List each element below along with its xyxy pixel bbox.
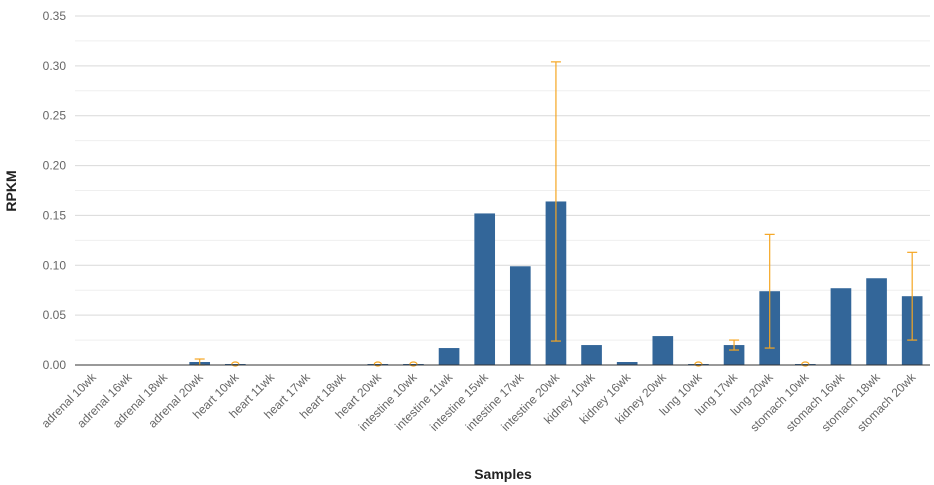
bar[interactable] xyxy=(509,266,531,365)
y-tick-label: 0.15 xyxy=(43,208,67,222)
error-marker xyxy=(694,361,703,367)
y-tick-label: 0.35 xyxy=(43,9,67,23)
bar[interactable] xyxy=(581,345,602,365)
bar[interactable] xyxy=(438,348,460,365)
bars xyxy=(189,201,923,365)
y-tick-label: 0.05 xyxy=(43,308,67,322)
bar[interactable] xyxy=(652,336,674,365)
y-tick-label: 0.30 xyxy=(43,59,67,73)
gridlines xyxy=(75,15,930,341)
error-marker xyxy=(801,361,810,367)
y-tick-label: 0.10 xyxy=(43,258,67,272)
bar[interactable] xyxy=(830,288,852,365)
error-bars xyxy=(194,61,918,367)
bar[interactable] xyxy=(616,362,638,365)
error-marker xyxy=(409,361,418,367)
error-marker xyxy=(231,361,240,367)
y-tick-label: 0.20 xyxy=(43,159,67,173)
bar[interactable] xyxy=(866,278,887,365)
y-axis-ticks: 0.00 0.05 0.10 0.15 0.20 0.25 0.30 0.35 xyxy=(43,9,67,372)
bar[interactable] xyxy=(723,345,745,365)
y-tick-label: 0.25 xyxy=(43,109,67,123)
y-tick-label: 0.00 xyxy=(43,358,67,372)
y-axis-title: RPKM xyxy=(3,170,19,211)
bar[interactable] xyxy=(474,213,496,365)
error-marker xyxy=(373,361,382,367)
x-axis-title: Samples xyxy=(474,466,532,482)
